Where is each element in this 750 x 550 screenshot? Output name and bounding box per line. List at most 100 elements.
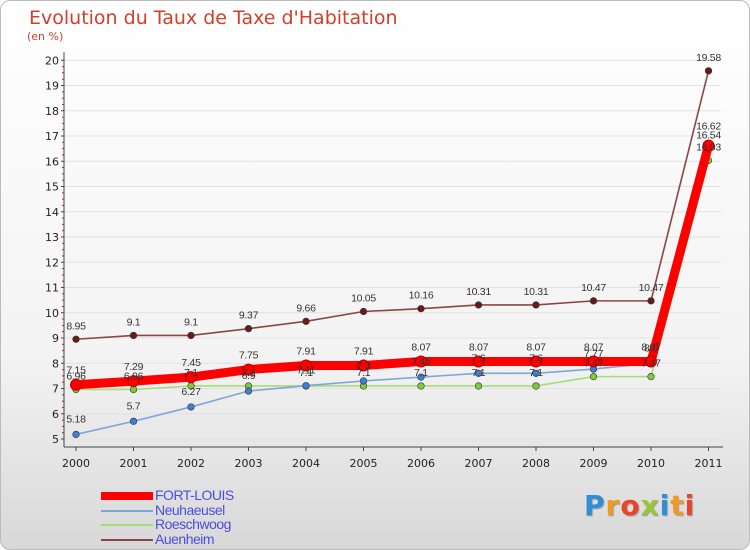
- logo-letter: r: [605, 489, 621, 522]
- data-label-neuhaeusel: 7.11: [297, 365, 316, 377]
- data-point-fort-louis: [357, 359, 370, 372]
- y-tick-label: 8: [52, 357, 59, 370]
- data-label-roeschwoog: 7.1: [357, 367, 371, 379]
- y-tick-label: 6: [52, 408, 59, 421]
- data-point-auenheim: [129, 331, 138, 340]
- data-label-neuhaeusel: 5.18: [66, 413, 86, 425]
- data-point-neuhaeusel: [302, 382, 310, 390]
- data-label-neuhaeusel: 16.54: [696, 130, 721, 142]
- data-point-fort-louis: [242, 363, 255, 376]
- data-label-neuhaeusel: 8.0: [644, 342, 658, 354]
- data-label-neuhaeusel: 7.6: [529, 352, 543, 364]
- data-label-auenheim: 10.47: [639, 282, 664, 294]
- y-tick-label: 15: [45, 181, 59, 194]
- x-tick-label: 2008: [522, 457, 550, 470]
- data-point-fort-louis: [702, 139, 715, 152]
- data-point-neuhaeusel: [187, 403, 195, 411]
- legend-label-roeschwoog: Roeschwoog: [155, 516, 231, 532]
- data-point-roeschwoog: [417, 382, 425, 390]
- data-label-auenheim: 9.66: [296, 302, 316, 314]
- data-label-fort-louis: 7.45: [181, 357, 201, 369]
- data-point-roeschwoog: [532, 382, 540, 390]
- data-point-fort-louis: [415, 355, 427, 368]
- data-label-fort-louis: 7.91: [296, 346, 316, 358]
- logo-letter: P: [584, 489, 606, 522]
- x-tick-label: 2004: [292, 457, 320, 470]
- data-point-fort-louis: [127, 375, 140, 388]
- x-tick-label: 2011: [695, 457, 723, 470]
- data-label-roeschwoog: 7.1: [529, 367, 543, 379]
- data-label-auenheim: 9.37: [239, 310, 259, 322]
- data-point-fort-louis: [300, 359, 312, 372]
- y-tick-label: 19: [45, 80, 59, 93]
- x-tick-label: 2010: [637, 457, 665, 470]
- data-point-auenheim: [72, 335, 80, 343]
- data-label-neuhaeusel: 7.45: [411, 356, 431, 368]
- x-tick-label: 2005: [350, 457, 378, 470]
- data-label-fort-louis: 8.07: [641, 341, 661, 353]
- legend-item-auenheim: Auenheim: [101, 531, 361, 548]
- data-label-roeschwoog: 7.47: [641, 358, 661, 370]
- x-tick-label: 2000: [62, 457, 90, 470]
- data-label-roeschwoog: 7.1: [472, 367, 486, 379]
- y-tick-label: 10: [45, 307, 59, 320]
- data-label-fort-louis: 7.91: [354, 346, 374, 358]
- data-point-auenheim: [474, 301, 483, 309]
- data-point-auenheim: [187, 331, 195, 340]
- data-label-fort-louis: 7.29: [124, 361, 144, 373]
- data-label-auenheim: 19.58: [696, 52, 721, 64]
- legend-item-fort-louis: FORT-LOUIS: [101, 487, 361, 504]
- logo-letter: i: [659, 489, 671, 522]
- data-point-auenheim: [244, 325, 253, 333]
- x-tick-label: 2002: [177, 457, 205, 470]
- data-label-roeschwoog: 7.1: [242, 367, 256, 379]
- data-label-roeschwoog: 16.03: [696, 141, 721, 153]
- data-label-roeschwoog: 6.96: [66, 371, 86, 383]
- data-label-auenheim: 10.05: [351, 292, 376, 304]
- y-tick-label: 17: [45, 130, 59, 143]
- x-tick-label: 2006: [407, 457, 435, 470]
- data-label-roeschwoog: 7.1: [414, 367, 428, 379]
- data-point-auenheim: [704, 67, 713, 75]
- data-point-auenheim: [532, 301, 540, 309]
- legend-swatch-roeschwoog: [101, 524, 153, 526]
- data-point-neuhaeusel: [532, 369, 540, 377]
- legend-item-neuhaeusel: Neuhaeusel: [101, 502, 361, 519]
- x-tick-label: 2001: [120, 457, 148, 470]
- data-point-auenheim: [589, 297, 598, 305]
- data-point-fort-louis: [587, 355, 600, 368]
- logo-letter: t: [670, 489, 685, 522]
- data-point-neuhaeusel: [129, 417, 138, 425]
- data-label-auenheim: 10.47: [581, 282, 606, 294]
- data-label-neuhaeusel: 7.77: [584, 348, 604, 360]
- x-tick-label: 2007: [465, 457, 493, 470]
- data-label-roeschwoog: 7.47: [584, 358, 604, 370]
- legend-label-fort-louis: FORT-LOUIS: [155, 487, 234, 503]
- legend-item-roeschwoog: Roeschwoog: [101, 516, 361, 533]
- data-label-neuhaeusel: 5.7: [127, 400, 141, 412]
- logo-letter: o: [620, 489, 641, 522]
- data-point-roeschwoog: [589, 373, 598, 381]
- data-label-roeschwoog: 7.1: [299, 367, 313, 379]
- data-labels: 8.95 9.1 9.1 9.37 9.66 10.05 10.16 10.31 10.31 10…: [66, 52, 721, 426]
- legend-swatch-auenheim: [101, 539, 153, 541]
- data-point-auenheim: [417, 305, 425, 313]
- data-label-auenheim: 9.1: [184, 316, 198, 328]
- data-label-fort-louis: 16.62: [696, 121, 721, 133]
- data-label-auenheim: 10.31: [466, 286, 491, 298]
- data-point-roeschwoog: [474, 382, 483, 390]
- legend-label-neuhaeusel: Neuhaeusel: [155, 502, 225, 518]
- data-label-fort-louis: 7.75: [239, 350, 259, 362]
- data-label-roeschwoog: 6.96: [124, 371, 144, 383]
- logo-letter: i: [684, 489, 696, 522]
- data-point-neuhaeusel: [244, 387, 253, 395]
- data-point-neuhaeusel: [72, 430, 80, 439]
- data-label-roeschwoog: 7.1: [184, 367, 198, 379]
- series-lines: [70, 67, 715, 439]
- series-line-roeschwoog: [75, 159, 710, 391]
- proxiti-logo: Proxiti: [584, 489, 695, 522]
- legend-swatch-neuhaeusel: [101, 510, 153, 512]
- data-label-neuhaeusel: 7.6: [472, 352, 486, 364]
